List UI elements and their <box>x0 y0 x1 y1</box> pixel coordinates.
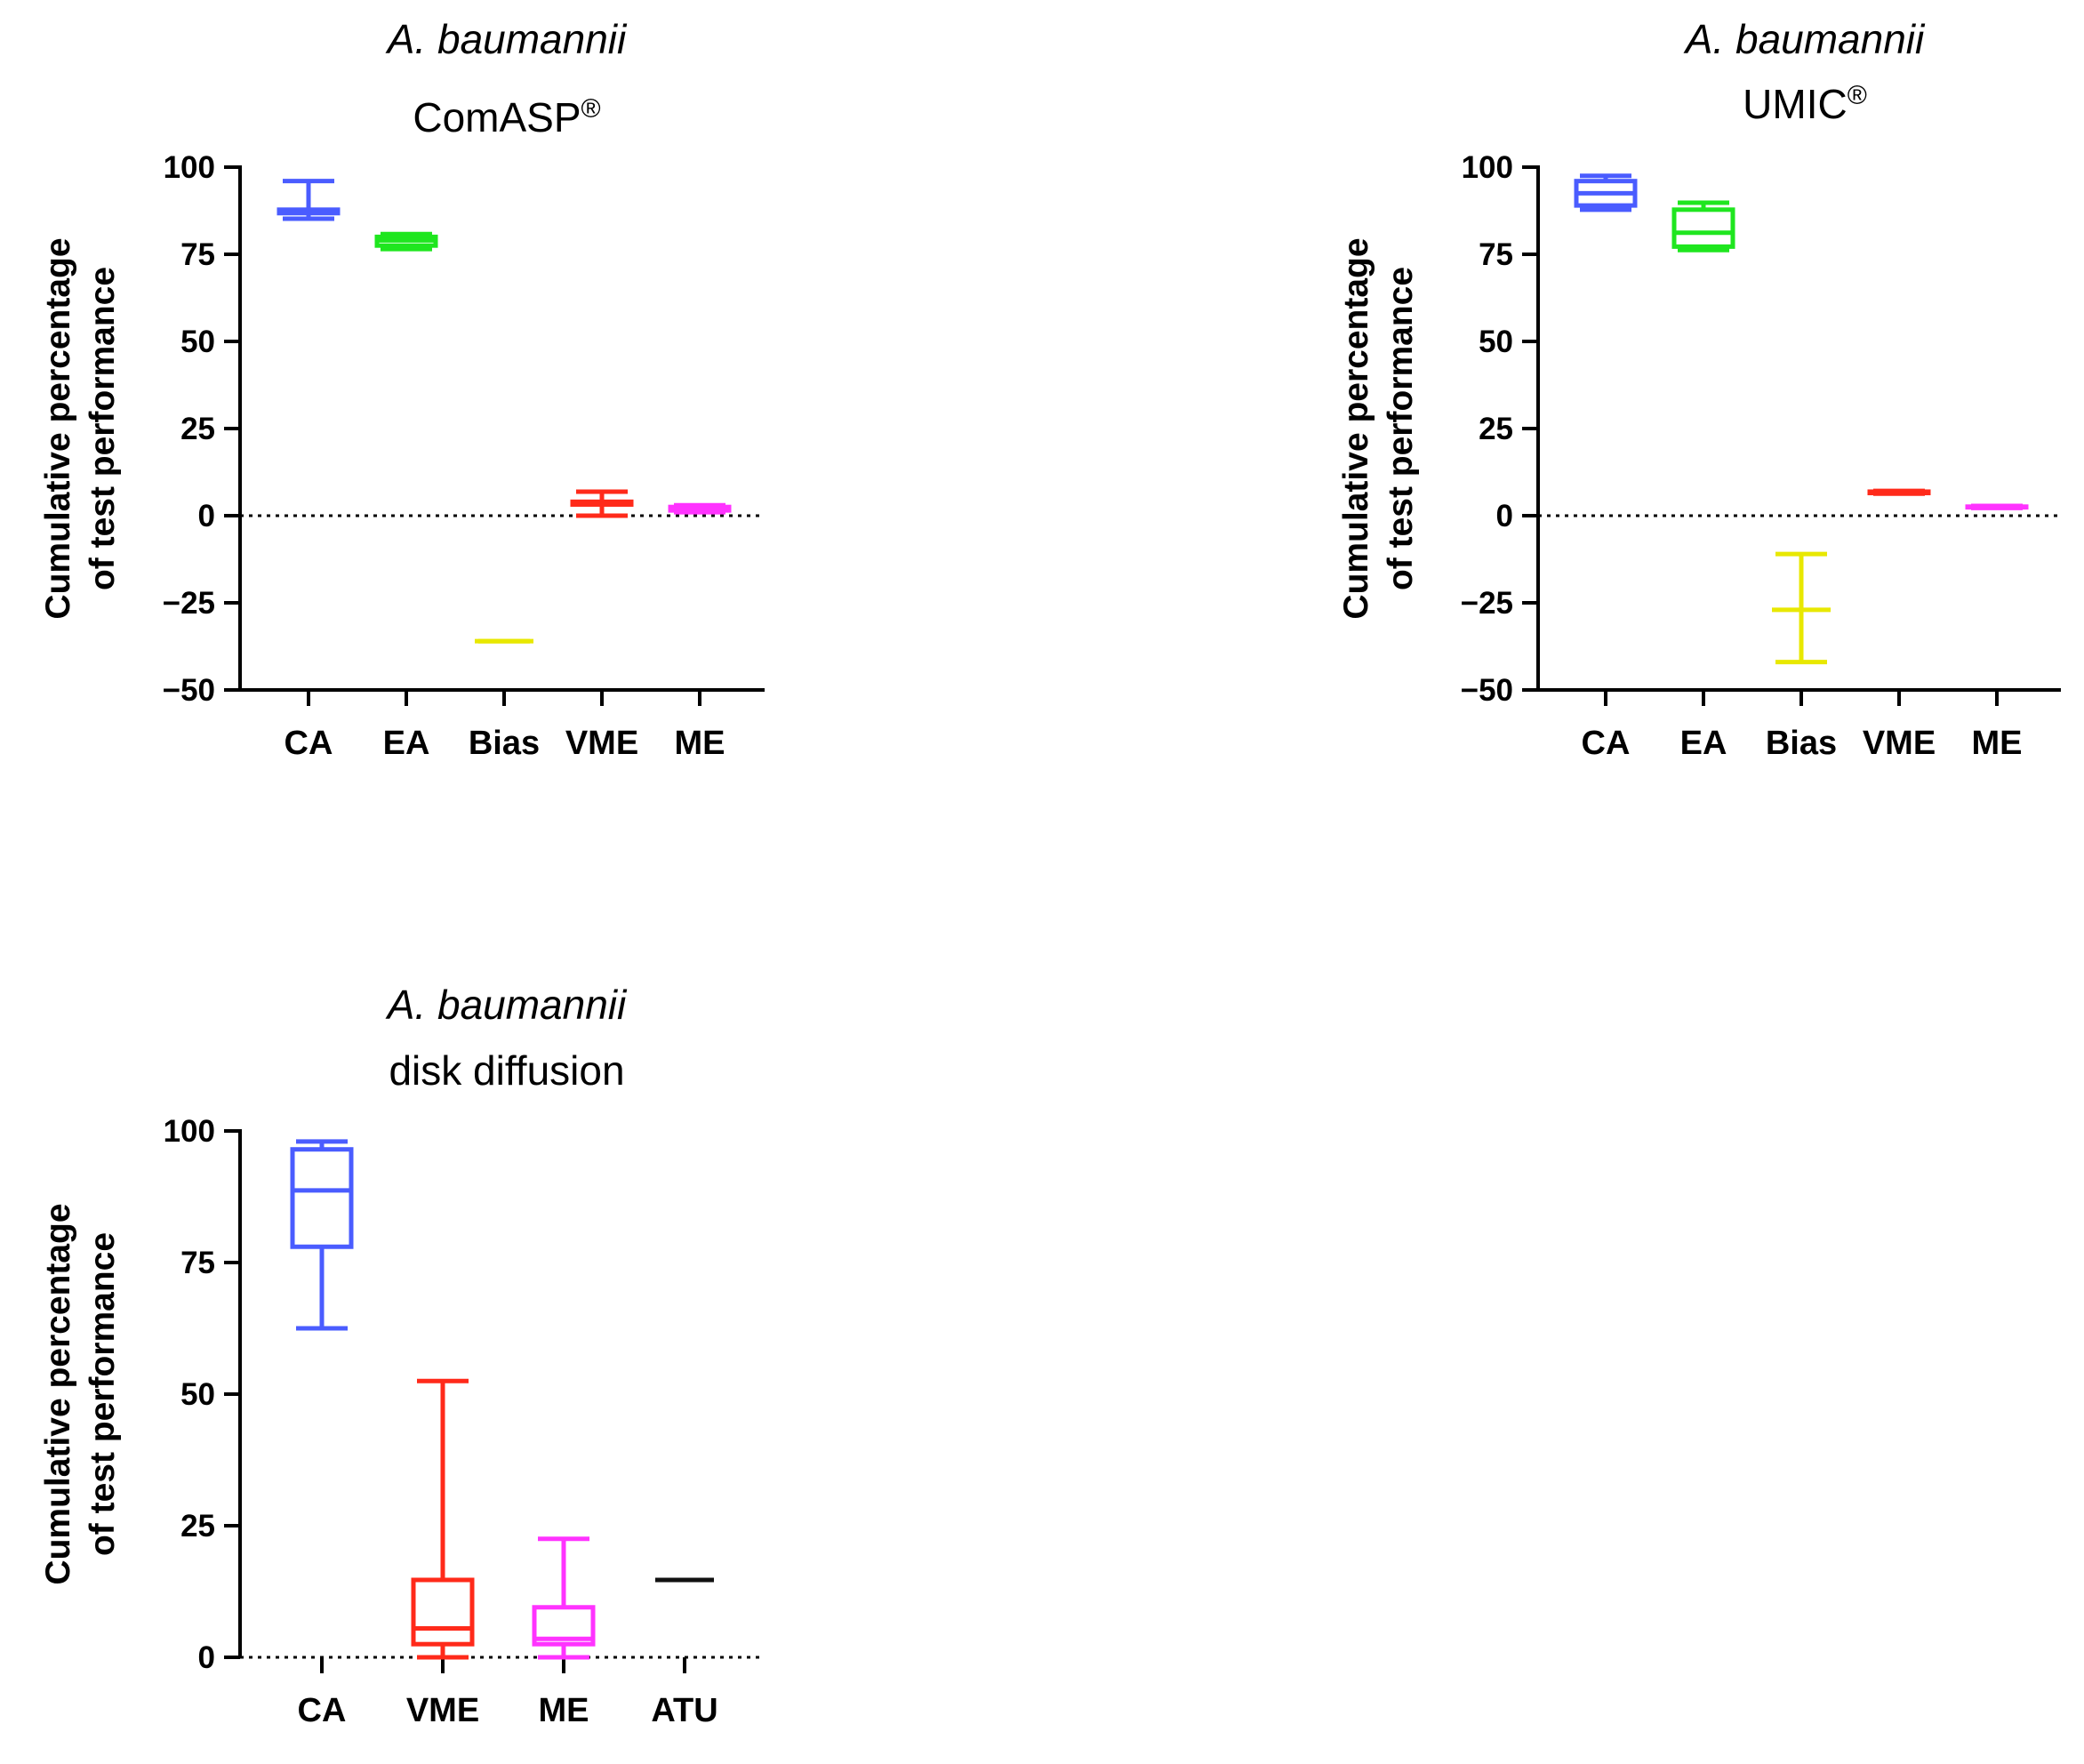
y-tick-label: 0 <box>1496 499 1513 533</box>
box-ea <box>1671 200 1735 253</box>
y-tick-label: 50 <box>180 1377 215 1412</box>
box-ca <box>290 1139 354 1331</box>
iqr-box <box>1671 207 1735 249</box>
x-tick-label: CA <box>298 1692 347 1729</box>
y-tick-label: −25 <box>1461 586 1513 621</box>
y-tick-label: 0 <box>198 1640 215 1675</box>
x-tick-label: ME <box>675 725 725 762</box>
x-tick-label: ME <box>539 1692 589 1729</box>
box-ca <box>277 179 341 221</box>
box-bias <box>1772 551 1831 665</box>
y-tick-label: 75 <box>180 1246 215 1280</box>
chart-title: A. baumannii <box>385 982 628 1028</box>
y-tick-label: 75 <box>1479 237 1513 272</box>
y-tick-label: 25 <box>180 1509 215 1544</box>
y-axis-label: Cumulative percentage <box>1337 237 1375 619</box>
y-axis-label: Cumulative percentage <box>39 237 77 619</box>
x-tick-label: CA <box>285 725 333 762</box>
box-ea <box>374 231 438 252</box>
chart-comasp: A. baumannii ComASP® Cumulative percentage… <box>39 16 765 762</box>
box-me <box>1965 503 2029 510</box>
y-tick-label: −50 <box>163 673 215 708</box>
registered-mark: ® <box>1848 81 1867 110</box>
x-tick-label: VME <box>565 725 638 762</box>
box-ca <box>1574 173 1638 212</box>
y-tick-label: 25 <box>1479 412 1513 446</box>
x-tick-label: ME <box>1972 725 2023 762</box>
x-tick-label: Bias <box>469 725 540 762</box>
chart-title: A. baumannii <box>1683 16 1926 62</box>
iqr-box <box>411 1577 475 1647</box>
box-vme <box>1867 488 1931 496</box>
box-me <box>532 1536 596 1660</box>
y-tick-label: 50 <box>180 325 215 359</box>
box-vme <box>570 489 634 518</box>
x-tick-label: EA <box>1680 725 1727 762</box>
y-tick-label: 25 <box>180 412 215 446</box>
y-tick-label: 100 <box>164 1114 215 1149</box>
y-tick-label: 75 <box>180 237 215 272</box>
x-tick-label: ATU <box>651 1692 717 1729</box>
y-tick-label: 100 <box>1462 150 1513 185</box>
iqr-box <box>532 1605 596 1647</box>
y-tick-label: −50 <box>1461 673 1513 708</box>
y-axis-label: of test performance <box>84 1232 122 1556</box>
y-tick-label: 50 <box>1479 325 1513 359</box>
y-axis-label: Cumulative percentage <box>39 1203 77 1584</box>
box-vme <box>411 1378 475 1660</box>
x-tick-label: Bias <box>1766 725 1837 762</box>
chart-subtitle: disk diffusion <box>389 1047 624 1094</box>
chart-subtitle: ComASP® <box>413 94 600 141</box>
x-tick-label: VME <box>406 1692 479 1729</box>
chart-subtitle: UMIC® <box>1743 81 1867 128</box>
y-axis-label: of test performance <box>84 267 122 590</box>
chart-umic: A. baumannii UMIC® Cumulative percentage of… <box>1337 16 2061 762</box>
registered-mark: ® <box>581 94 601 124</box>
iqr-box <box>290 1147 354 1249</box>
x-tick-label: CA <box>1582 725 1631 762</box>
x-tick-label: EA <box>383 725 430 762</box>
x-tick-label: VME <box>1863 725 1936 762</box>
y-axis-label: of test performance <box>1382 267 1420 590</box>
y-tick-label: 100 <box>164 150 215 185</box>
box-me <box>668 502 732 515</box>
chart-title: A. baumannii <box>385 16 628 62</box>
chart-disk-diffusion: A. baumannii disk diffusion Cumulative per… <box>39 982 765 1729</box>
y-tick-label: 0 <box>198 499 215 533</box>
y-tick-label: −25 <box>163 586 215 621</box>
